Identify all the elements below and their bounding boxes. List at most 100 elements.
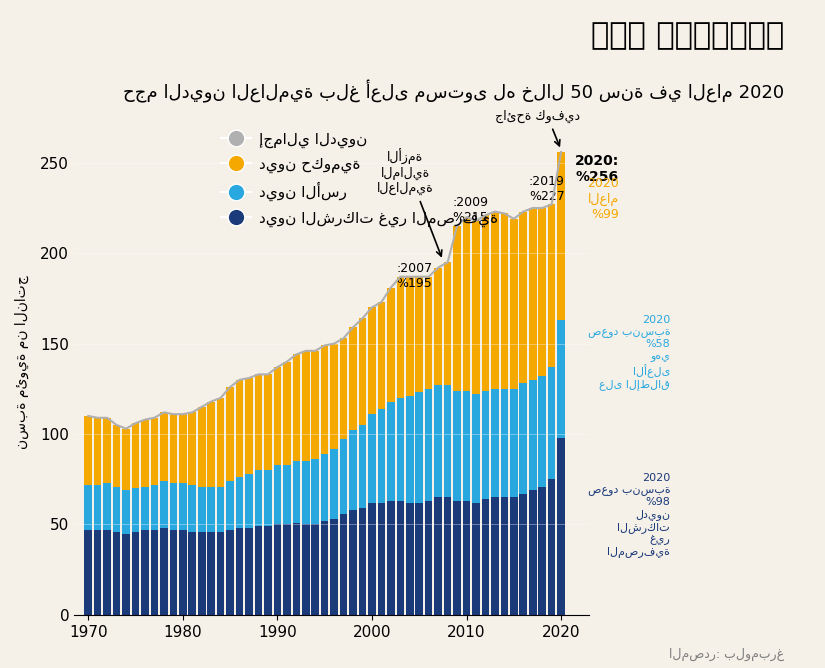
Bar: [198, 407, 205, 486]
Bar: [217, 398, 224, 486]
Bar: [188, 485, 196, 532]
Bar: [122, 534, 130, 615]
Bar: [539, 486, 546, 615]
Bar: [378, 409, 385, 503]
Bar: [179, 483, 186, 530]
Bar: [198, 486, 205, 532]
Bar: [245, 378, 252, 474]
Bar: [444, 498, 451, 615]
Bar: [397, 277, 404, 398]
Bar: [94, 418, 101, 485]
Bar: [293, 522, 300, 615]
Bar: [311, 460, 319, 524]
Bar: [340, 514, 347, 615]
Text: 2020:
%256: 2020: %256: [575, 154, 620, 184]
Bar: [340, 440, 347, 514]
Y-axis label: نسبة مئوية من الناتج: نسبة مئوية من الناتج: [15, 275, 29, 449]
Bar: [122, 429, 130, 490]
Bar: [170, 483, 177, 530]
Bar: [113, 486, 120, 532]
Text: 2020
صعود بنسبة
%98
لديون
الشركات
غير
المصرفية: 2020 صعود بنسبة %98 لديون الشركات غير ال…: [587, 473, 670, 558]
Bar: [501, 389, 508, 498]
Bar: [463, 217, 470, 391]
Bar: [510, 498, 517, 615]
Bar: [132, 488, 139, 532]
Bar: [207, 486, 215, 532]
Bar: [425, 389, 432, 501]
Bar: [444, 263, 451, 385]
Bar: [141, 420, 148, 486]
Bar: [406, 396, 413, 503]
Text: جائحة كوفيد: جائحة كوفيد: [495, 110, 580, 123]
Bar: [188, 412, 196, 485]
Bar: [539, 208, 546, 376]
Bar: [529, 380, 536, 490]
Bar: [255, 374, 262, 470]
Text: قمم تاريخية: قمم تاريخية: [591, 20, 784, 51]
Bar: [349, 510, 357, 615]
Bar: [141, 530, 148, 615]
Bar: [226, 481, 233, 530]
Bar: [283, 465, 290, 524]
Bar: [188, 532, 196, 615]
Bar: [397, 501, 404, 615]
Bar: [558, 438, 565, 615]
Bar: [453, 501, 461, 615]
Bar: [122, 490, 130, 534]
Bar: [444, 385, 451, 498]
Bar: [349, 430, 357, 510]
Bar: [330, 343, 338, 448]
Bar: [349, 327, 357, 430]
Bar: [302, 524, 309, 615]
Text: 2020
صعود بنسبة
%58
وهي
الأعلى
على الإطلاق: 2020 صعود بنسبة %58 وهي الأعلى على الإطل…: [587, 315, 670, 390]
Text: المصدر: بلومبرغ: المصدر: بلومبرغ: [668, 648, 784, 661]
Bar: [170, 414, 177, 483]
Bar: [340, 338, 347, 440]
Bar: [236, 528, 243, 615]
Bar: [103, 418, 111, 483]
Bar: [302, 461, 309, 524]
Bar: [132, 424, 139, 488]
Bar: [151, 485, 158, 530]
Bar: [84, 416, 92, 485]
Bar: [198, 532, 205, 615]
Bar: [84, 485, 92, 530]
Bar: [435, 498, 442, 615]
Bar: [217, 486, 224, 532]
Bar: [160, 528, 167, 615]
Bar: [151, 530, 158, 615]
Bar: [539, 376, 546, 486]
Text: :2007
%195: :2007 %195: [397, 263, 432, 291]
Bar: [226, 387, 233, 481]
Bar: [274, 367, 281, 465]
Bar: [378, 503, 385, 615]
Bar: [453, 226, 461, 391]
Bar: [226, 530, 233, 615]
Text: :2019
%227: :2019 %227: [529, 174, 565, 202]
Bar: [510, 219, 517, 389]
Bar: [416, 277, 423, 393]
Bar: [283, 361, 290, 465]
Bar: [236, 380, 243, 478]
Bar: [274, 465, 281, 524]
Bar: [529, 490, 536, 615]
Bar: [406, 277, 413, 396]
Bar: [387, 501, 394, 615]
Text: 2020
العام
%99: 2020 العام %99: [587, 178, 620, 220]
Bar: [397, 398, 404, 501]
Bar: [311, 351, 319, 460]
Bar: [330, 519, 338, 615]
Bar: [501, 498, 508, 615]
Bar: [425, 277, 432, 389]
Text: الأزمة
المالية
العالمية: الأزمة المالية العالمية: [377, 149, 433, 195]
Bar: [264, 526, 271, 615]
Bar: [255, 470, 262, 526]
Bar: [472, 394, 480, 503]
Bar: [510, 389, 517, 498]
Bar: [359, 319, 366, 425]
Bar: [482, 499, 489, 615]
Bar: [207, 532, 215, 615]
Bar: [160, 412, 167, 481]
Bar: [84, 530, 92, 615]
Text: حجم الديون العالمية بلغ أعلى مستوى له خلال 50 سنة في العام 2020: حجم الديون العالمية بلغ أعلى مستوى له خل…: [123, 80, 784, 104]
